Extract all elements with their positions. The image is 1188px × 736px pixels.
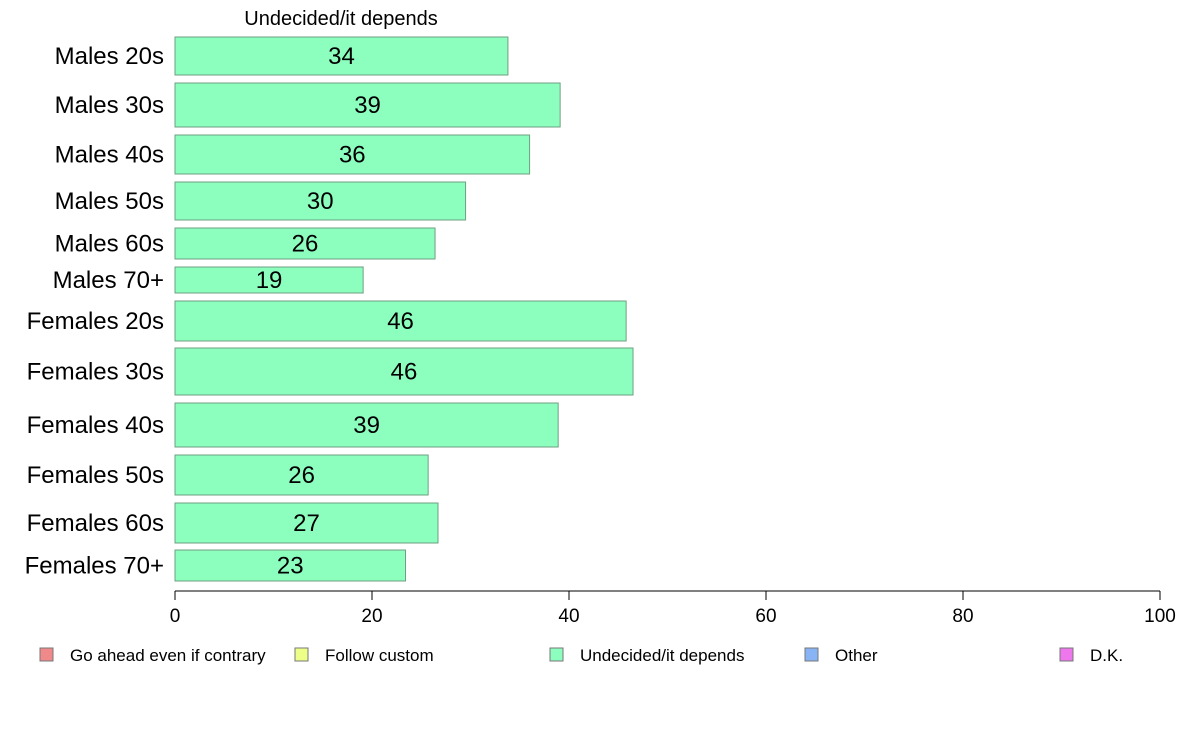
bar [174,347,634,396]
bar [174,300,627,342]
legend: Go ahead even if contrary Follow custom Un… [39,646,1123,665]
legend-label: Undecided/it depends [580,646,744,665]
bar [174,134,531,175]
bar [174,502,439,544]
bar [174,454,429,496]
legend-label: Follow custom [325,646,434,665]
bar-value-label: 26 [292,231,319,258]
bar-value-label: 23 [277,553,304,580]
bar-value-label: 26 [288,462,315,489]
category-label: Females 40s [27,412,164,439]
bar [174,36,509,76]
bar-value-label: 36 [339,142,366,169]
bar [174,181,467,221]
x-axis: 0 20 40 60 80 100 [170,590,1176,627]
category-label: Males 30s [55,92,164,119]
x-tick-label: 60 [755,606,776,627]
legend-label: D.K. [1090,646,1123,665]
category-label: Males 20s [55,43,164,70]
category-label: Females 60s [27,510,164,537]
x-tick-label: 100 [1144,606,1176,627]
bar-value-label: 19 [256,267,283,294]
legend-swatch [39,647,54,662]
bar-value-label: 46 [387,308,414,335]
bar-value-label: 27 [293,510,320,537]
bar [174,82,561,128]
category-label: Males 70+ [53,267,164,294]
legend-label: Go ahead even if contrary [70,646,266,665]
bar-value-label: 39 [354,92,381,119]
x-tick-label: 0 [170,606,181,627]
legend-swatch [549,647,564,662]
bar [174,402,559,448]
category-label: Males 40s [55,142,164,169]
x-tick-label: 80 [952,606,973,627]
legend-swatch [294,647,309,662]
legend-swatch [1059,647,1074,662]
category-label: Males 50s [55,188,164,215]
bar-value-label: 39 [353,412,380,439]
bar [174,549,406,582]
chart-title: Undecided/it depends [244,8,437,30]
x-tick-label: 40 [558,606,579,627]
legend-swatch [804,647,819,662]
category-label: Females 50s [27,462,164,489]
category-label: Females 70+ [25,553,164,580]
bar [174,227,436,260]
category-label: Males 60s [55,231,164,258]
bar [174,266,364,294]
bars-group: Males 20s 34 Males 30s 39 Males 40s 36 Males 5… [25,36,634,582]
category-label: Females 20s [27,308,164,335]
category-label: Females 30s [27,359,164,386]
x-tick-label: 20 [361,606,382,627]
legend-label: Other [835,646,878,665]
bar-value-label: 34 [328,43,355,70]
bar-value-label: 46 [391,359,418,386]
bar-value-label: 30 [307,188,334,215]
